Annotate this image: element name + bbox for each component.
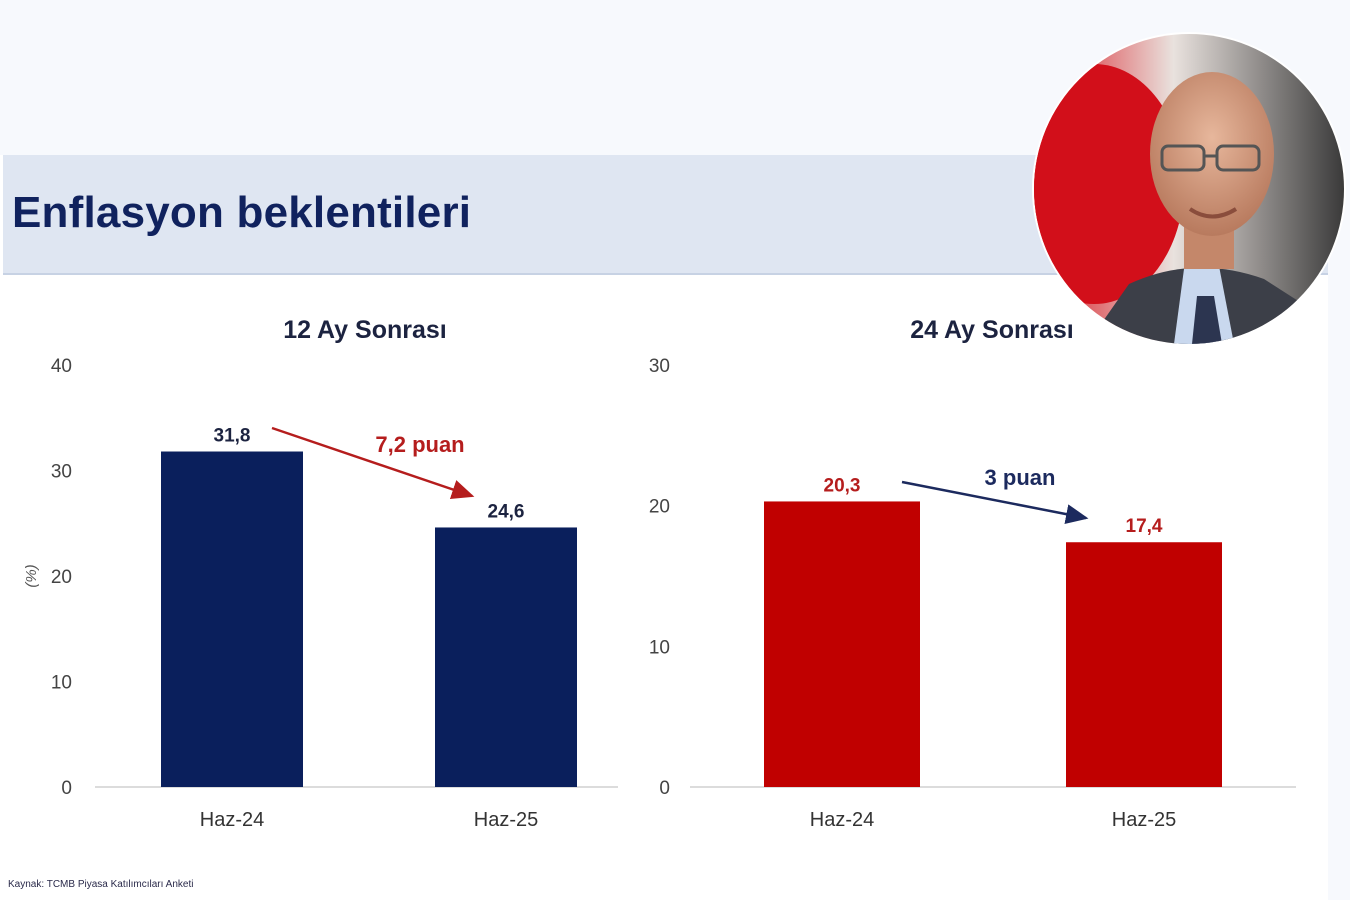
annotation-label: 3 puan (985, 465, 1056, 490)
chart-title: 24 Ay Sonrası (910, 316, 1074, 344)
bar (764, 501, 920, 787)
annotation-arrow (271, 426, 475, 500)
bar (161, 451, 303, 787)
y-tick-label: 30 (51, 462, 72, 483)
x-tick-label: Haz-24 (200, 809, 264, 831)
data-label: 20,3 (824, 475, 861, 496)
annotation-label: 7,2 puan (375, 432, 464, 457)
x-tick-label: Haz-25 (474, 809, 538, 831)
slide-title: Enflasyon beklentileri (12, 188, 472, 237)
bar (1066, 542, 1222, 787)
y-tick-label: 0 (659, 778, 670, 799)
y-axis-label: (%) (23, 564, 40, 587)
y-tick-label: 10 (649, 637, 670, 658)
y-tick-label: 20 (51, 567, 72, 588)
y-tick-label: 10 (51, 673, 72, 694)
chart-title: 12 Ay Sonrası (283, 316, 447, 344)
y-tick-label: 20 (649, 497, 670, 518)
y-tick-label: 30 (649, 356, 670, 377)
source-note: Kaynak: TCMB Piyasa Katılımcıları Anketi (8, 879, 194, 890)
data-label: 17,4 (1126, 516, 1163, 537)
data-label: 31,8 (214, 426, 251, 447)
x-tick-label: Haz-24 (810, 809, 874, 831)
x-tick-label: Haz-25 (1112, 809, 1176, 831)
y-tick-label: 40 (51, 356, 72, 377)
y-tick-label: 0 (61, 778, 72, 799)
annotation-arrow (901, 480, 1089, 524)
person-photo-icon (1034, 34, 1344, 344)
data-label: 24,6 (488, 501, 525, 522)
bar (435, 527, 577, 787)
